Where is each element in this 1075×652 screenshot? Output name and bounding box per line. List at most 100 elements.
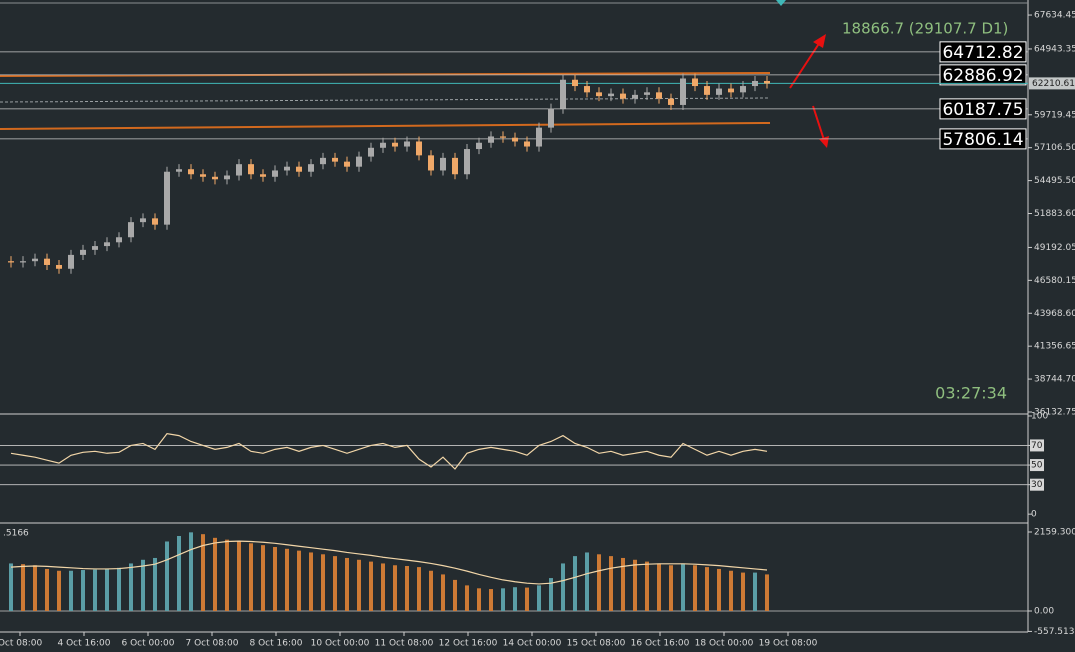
candle-body <box>428 155 434 171</box>
candle-body <box>248 164 254 175</box>
candle-body <box>692 78 698 87</box>
candle-body <box>8 261 14 263</box>
candle-body <box>536 127 542 147</box>
histogram-bar <box>465 585 469 611</box>
histogram-bar <box>93 569 97 611</box>
time-label: 14 Oct 00:00 <box>503 639 562 649</box>
candle-body <box>440 157 446 171</box>
candle-body <box>284 166 290 171</box>
candle-body <box>296 166 302 172</box>
candle-body <box>704 86 710 95</box>
histogram-bar <box>681 563 685 611</box>
histogram-bar <box>249 543 253 611</box>
candle-body <box>344 161 350 167</box>
histogram-bar <box>237 541 241 611</box>
time-label: 15 Oct 08:00 <box>567 639 626 649</box>
y-tick-label: 49192.05 <box>1034 243 1075 253</box>
candle-body <box>476 142 482 150</box>
histogram-bar <box>549 578 553 611</box>
histogram-bar <box>753 572 757 611</box>
histogram-bar <box>261 545 265 611</box>
candle-body <box>176 169 182 172</box>
histogram-bar <box>669 565 673 611</box>
histogram-bar <box>657 563 661 611</box>
candle-body <box>20 261 26 263</box>
tick-box <box>1030 478 1044 491</box>
candle-body <box>524 141 530 147</box>
projection-annotation: 18866.7 (29107.7 D1) <box>842 20 1008 38</box>
candle-body <box>716 88 722 95</box>
histogram-bar <box>45 568 49 611</box>
candle-body <box>548 108 554 128</box>
histogram-bar <box>609 556 613 611</box>
histogram-bar <box>489 589 493 611</box>
current-price-box <box>1029 77 1075 90</box>
y-tick-label: 41356.65 <box>1034 342 1075 352</box>
y-tick-label: 100 <box>1031 411 1048 421</box>
histogram-bar <box>705 567 709 611</box>
candle-body <box>308 164 314 172</box>
candle-body <box>620 93 626 99</box>
histogram-bar <box>213 537 217 611</box>
histogram-bar <box>417 567 421 611</box>
candle-body <box>644 92 650 95</box>
histogram-bar <box>537 585 541 611</box>
histogram-bar <box>165 541 169 611</box>
y-tick-label: 64943.35 <box>1034 44 1075 54</box>
y-tick-label: 46580.15 <box>1034 276 1075 286</box>
histogram-bar <box>81 570 85 611</box>
candle-body <box>632 94 638 99</box>
histogram-bar <box>105 568 109 611</box>
histogram-bar <box>153 557 157 611</box>
histogram-bar <box>573 556 577 611</box>
histogram-bar <box>273 546 277 611</box>
candle-body <box>392 142 398 147</box>
y-tick-label: 67634.45 <box>1034 11 1075 21</box>
candle-body <box>584 86 590 93</box>
candle-body <box>200 174 206 177</box>
histogram-bar <box>477 588 481 611</box>
time-label: 6 Oct 00:00 <box>122 639 175 649</box>
candle-body <box>80 249 86 255</box>
candle-body <box>92 246 98 250</box>
candle-body <box>740 86 746 93</box>
histogram-bar <box>525 587 529 611</box>
candle-body <box>500 136 506 138</box>
candle-body <box>764 81 770 84</box>
candle-body <box>560 79 566 109</box>
candle-body <box>464 149 470 175</box>
histogram-bar <box>453 579 457 611</box>
candle-body <box>380 142 386 148</box>
time-label: 16 Oct 16:00 <box>631 639 690 649</box>
time-label: 19 Oct 08:00 <box>759 639 818 649</box>
histogram-bar <box>21 564 25 611</box>
candle-body <box>44 258 50 265</box>
candle-body <box>140 218 146 223</box>
histogram-bar <box>513 587 517 611</box>
histogram-bar <box>297 550 301 611</box>
candle-body <box>404 141 410 147</box>
candle-body <box>752 81 758 87</box>
histogram-bar <box>345 557 349 611</box>
candle-body <box>572 79 578 87</box>
level-label: 64712.82 <box>942 43 1023 63</box>
histogram-bar <box>357 559 361 611</box>
candle-body <box>416 141 422 156</box>
candle-body <box>608 93 614 97</box>
histogram-bar <box>405 566 409 611</box>
candle-body <box>260 174 266 177</box>
signal-line <box>10 540 768 585</box>
candle-body <box>224 175 230 180</box>
candle-body <box>512 137 518 142</box>
candle-body <box>728 88 734 93</box>
y-tick-label: 38744.70 <box>1034 375 1075 385</box>
current-price-label: 62210.61 <box>1032 79 1075 89</box>
time-label: 10 Oct 00:00 <box>311 639 370 649</box>
candle-body <box>680 78 686 105</box>
candle-body <box>152 218 158 225</box>
candle-body <box>332 157 338 162</box>
candle-body <box>128 222 134 238</box>
histogram-bar <box>369 561 373 611</box>
level-label: 62886.92 <box>942 66 1023 86</box>
candle-body <box>212 176 218 180</box>
